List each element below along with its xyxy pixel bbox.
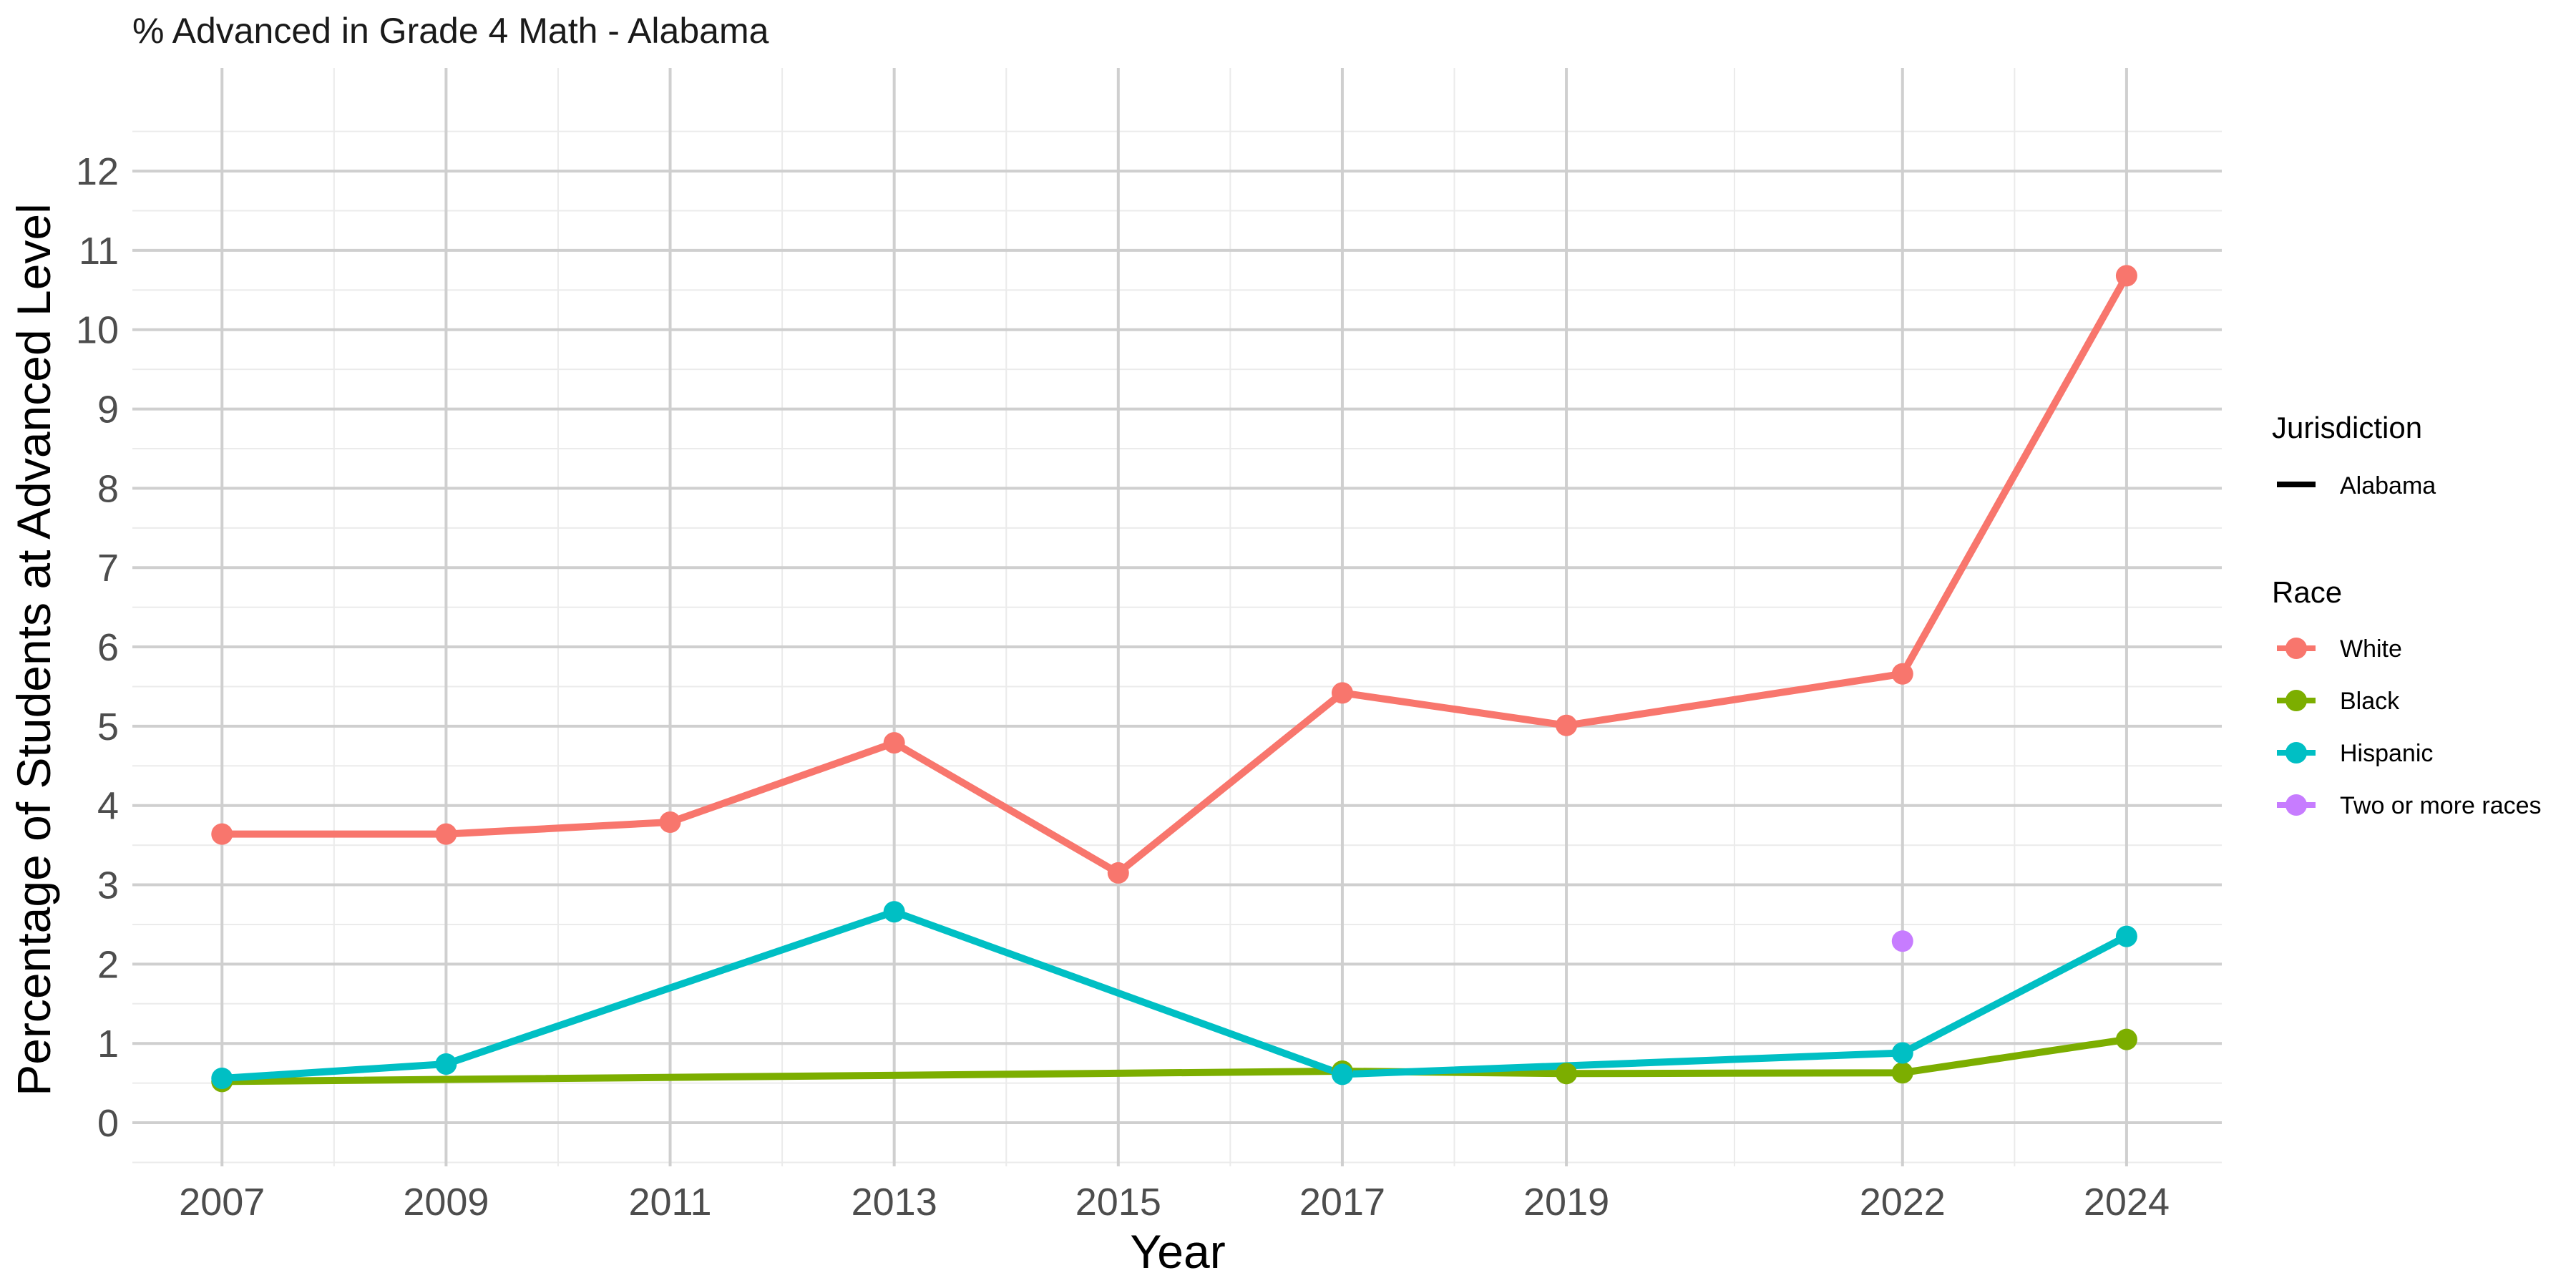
x-tick-label: 2019	[1523, 1181, 1609, 1224]
legend-label-hispanic: Hispanic	[2340, 740, 2433, 767]
y-tick-label: 1	[97, 1023, 119, 1065]
x-tick-label: 2011	[628, 1181, 711, 1224]
y-tick-label: 3	[97, 864, 119, 907]
data-point-white	[659, 811, 681, 833]
legend-key-point-black	[2285, 690, 2307, 711]
y-tick-label: 12	[76, 150, 119, 193]
y-tick-label: 4	[97, 785, 119, 828]
legend: Jurisdiction Alabama Race White Black Hisp…	[2272, 411, 2542, 819]
y-tick-label: 0	[97, 1102, 119, 1145]
x-tick-label: 2017	[1299, 1181, 1385, 1224]
data-point-hispanic	[1891, 1042, 1913, 1064]
legend-label-white: White	[2340, 635, 2402, 663]
y-tick-label: 7	[97, 547, 119, 590]
y-tick-label: 8	[97, 467, 119, 510]
y-tick-label: 6	[97, 626, 119, 669]
x-tick-label: 2022	[1860, 1181, 1946, 1224]
y-tick-label: 11	[79, 230, 119, 273]
y-tick-label: 2	[97, 943, 119, 986]
y-tick-label: 10	[76, 309, 119, 352]
data-point-black	[1556, 1063, 1578, 1085]
data-point-white	[1891, 663, 1913, 685]
legend-label-black: Black	[2340, 688, 2400, 715]
grid	[132, 68, 2222, 1166]
legend-key-point-two-or-more-races	[2285, 794, 2307, 816]
series-points	[211, 265, 2137, 1093]
legend-key-point-white	[2285, 638, 2307, 659]
data-point-white	[2115, 265, 2137, 287]
legend-label-alabama: Alabama	[2340, 472, 2436, 499]
legend-race-entries: White Black Hispanic Two or more races	[2277, 635, 2542, 819]
y-axis-label: Percentage of Students at Advanced Level	[7, 203, 60, 1096]
data-point-hispanic	[211, 1067, 233, 1089]
data-point-white	[435, 823, 457, 845]
series-lines	[218, 272, 2130, 1085]
data-point-white	[1331, 682, 1353, 704]
data-point-hispanic	[435, 1053, 457, 1075]
legend-key-point-hispanic	[2285, 742, 2307, 763]
x-axis-label: Year	[1130, 1225, 1225, 1278]
data-point-white	[211, 823, 233, 845]
x-tick-label: 2013	[852, 1181, 937, 1224]
chart-title: % Advanced in Grade 4 Math - Alabama	[132, 11, 769, 51]
series-line-hispanic	[218, 908, 2130, 1082]
legend-title-race: Race	[2272, 575, 2342, 609]
data-point-black	[2115, 1028, 2137, 1050]
legend-label-two-or-more-races: Two or more races	[2340, 792, 2542, 819]
x-tick-label: 2009	[403, 1181, 489, 1224]
data-point-white	[1107, 862, 1129, 884]
x-ticks: 2007 2009 2011 2013 2015 2017 2019 2022 2024	[179, 1181, 2170, 1224]
data-point-black	[1891, 1062, 1913, 1084]
y-tick-label: 9	[97, 389, 119, 431]
data-point-two-or-more-races	[1891, 930, 1913, 952]
data-point-hispanic	[883, 901, 905, 923]
x-tick-label: 2007	[179, 1181, 265, 1224]
series-line-white	[218, 272, 2130, 877]
data-point-hispanic	[1331, 1063, 1353, 1085]
data-point-white	[1556, 714, 1578, 736]
x-tick-label: 2015	[1075, 1181, 1161, 1224]
x-tick-label: 2024	[2084, 1181, 2170, 1224]
data-point-white	[883, 732, 905, 754]
y-tick-label: 5	[97, 706, 119, 748]
legend-title-jurisdiction: Jurisdiction	[2272, 411, 2422, 444]
data-point-hispanic	[2115, 925, 2137, 947]
